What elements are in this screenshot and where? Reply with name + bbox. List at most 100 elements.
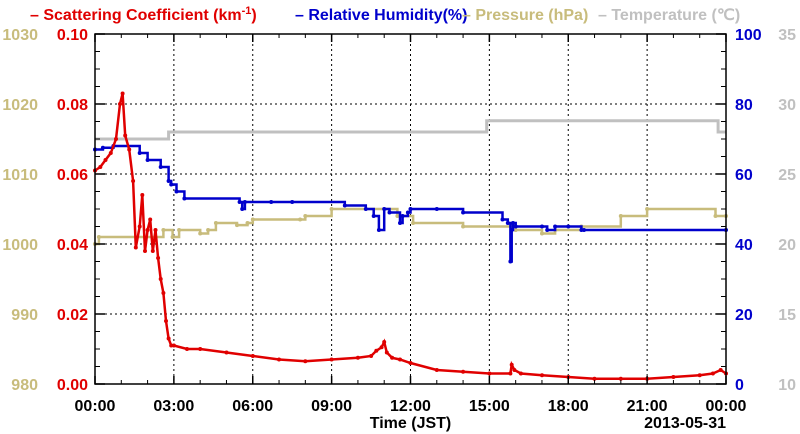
scattering-point	[150, 249, 155, 253]
scattering-point	[143, 249, 147, 253]
x-tick-label: 00:00	[75, 398, 116, 415]
pressure-point	[298, 217, 303, 222]
humidity-tick-label: 20	[735, 307, 753, 324]
humidity-point	[509, 228, 514, 232]
humidity-point	[400, 214, 405, 218]
humidity-point	[371, 214, 376, 218]
humidity-tick-label: 60	[735, 167, 753, 184]
scattering-point	[329, 357, 334, 362]
humidity-point	[511, 221, 515, 225]
scattering-tick-label: 0.10	[57, 27, 88, 44]
pressure-tick-label: 980	[11, 377, 38, 394]
scattering-point	[592, 376, 597, 381]
scattering-point	[384, 350, 389, 355]
scattering-point	[108, 151, 113, 155]
scattering-point	[710, 371, 715, 376]
scattering-point	[114, 137, 118, 141]
humidity-point	[408, 207, 413, 211]
scattering-point	[185, 347, 189, 351]
scattering-point	[153, 228, 158, 232]
legend-item-humidity: – Relative Humidity(%)	[295, 7, 467, 24]
humidity-series	[93, 144, 728, 264]
pressure-tick-label: 1030	[2, 27, 38, 44]
pressure-point	[395, 214, 400, 218]
pressure-point	[645, 207, 650, 211]
scattering-tick-label: 0.06	[57, 167, 88, 184]
humidity-point	[145, 158, 150, 162]
humidity-point	[290, 200, 295, 204]
x-tick-label: 00:00	[706, 398, 747, 415]
scattering-point	[133, 245, 138, 250]
pressure-point	[177, 228, 182, 232]
legend-dash: –	[295, 7, 308, 24]
scattering-point	[508, 371, 513, 376]
pressure-point	[411, 221, 416, 225]
scattering-point	[198, 347, 203, 351]
legend-suffix: )	[251, 7, 256, 24]
x-axis-label: Time (JST)	[370, 415, 452, 432]
temperature-tick-label: 15	[778, 307, 796, 324]
scattering-point	[277, 357, 281, 362]
scattering-point	[98, 165, 103, 169]
temperature-series	[95, 119, 726, 141]
pressure-tick-label: 990	[11, 307, 38, 324]
scattering-point	[250, 354, 255, 358]
scattering-point	[224, 350, 229, 355]
humidity-point	[137, 151, 142, 155]
scattering-point	[303, 359, 308, 364]
scattering-point	[166, 336, 171, 341]
pressure-point	[206, 228, 211, 232]
scattering-point	[512, 368, 517, 372]
pressure-point	[329, 207, 334, 211]
scattering-line	[94, 93, 727, 381]
humidity-point	[237, 200, 242, 204]
scattering-tick-label: 0.04	[57, 237, 88, 254]
scattering-point	[398, 357, 402, 362]
humidity-point	[242, 200, 247, 204]
pressure-tick-label: 1010	[2, 167, 38, 184]
pressure-point	[461, 224, 466, 229]
y-axes: 98099010001010102010300.000.020.040.060.…	[2, 27, 796, 394]
scattering-point	[131, 179, 136, 183]
scattering-point	[369, 354, 374, 358]
temperature-tick-label: 10	[778, 377, 796, 394]
scattering-point	[434, 368, 439, 372]
humidity-point	[166, 179, 171, 183]
scattering-point	[145, 228, 150, 232]
humidity-point	[387, 210, 392, 215]
scattering-point	[120, 91, 125, 96]
pressure-point	[513, 228, 518, 232]
legend-dash: –	[598, 7, 611, 24]
legend-text: Relative Humidity(%)	[308, 7, 467, 24]
pressure-point	[618, 214, 623, 218]
humidity-point	[100, 145, 105, 150]
scattering-series	[93, 91, 728, 381]
humidity-point	[269, 200, 274, 204]
scattering-point	[137, 224, 142, 229]
scattering-point	[487, 371, 492, 376]
pressure-point	[540, 231, 544, 236]
humidity-point	[553, 224, 558, 229]
scattering-point	[379, 345, 384, 350]
scattering-tick-label: 0.00	[57, 377, 88, 394]
humidity-tick-label: 100	[735, 27, 762, 44]
x-tick-label: 18:00	[548, 398, 589, 415]
humidity-point	[174, 189, 179, 194]
humidity-point	[545, 228, 550, 232]
scattering-point	[408, 361, 413, 365]
legend-dash: –	[30, 7, 43, 24]
temperature-tick-label: 25	[778, 167, 796, 184]
legend-superscript: -1	[242, 5, 252, 17]
humidity-point	[398, 221, 402, 225]
temperature-tick-label: 30	[778, 97, 796, 114]
scattering-point	[148, 217, 153, 222]
pressure-point	[170, 235, 175, 239]
pressure-point	[198, 231, 203, 236]
scattering-point	[355, 355, 360, 360]
temperature-tick-label: 35	[778, 27, 796, 44]
humidity-point	[376, 228, 381, 232]
scattering-point	[382, 340, 387, 344]
date-label: 2013-05-31	[644, 415, 726, 432]
humidity-point	[363, 207, 368, 211]
